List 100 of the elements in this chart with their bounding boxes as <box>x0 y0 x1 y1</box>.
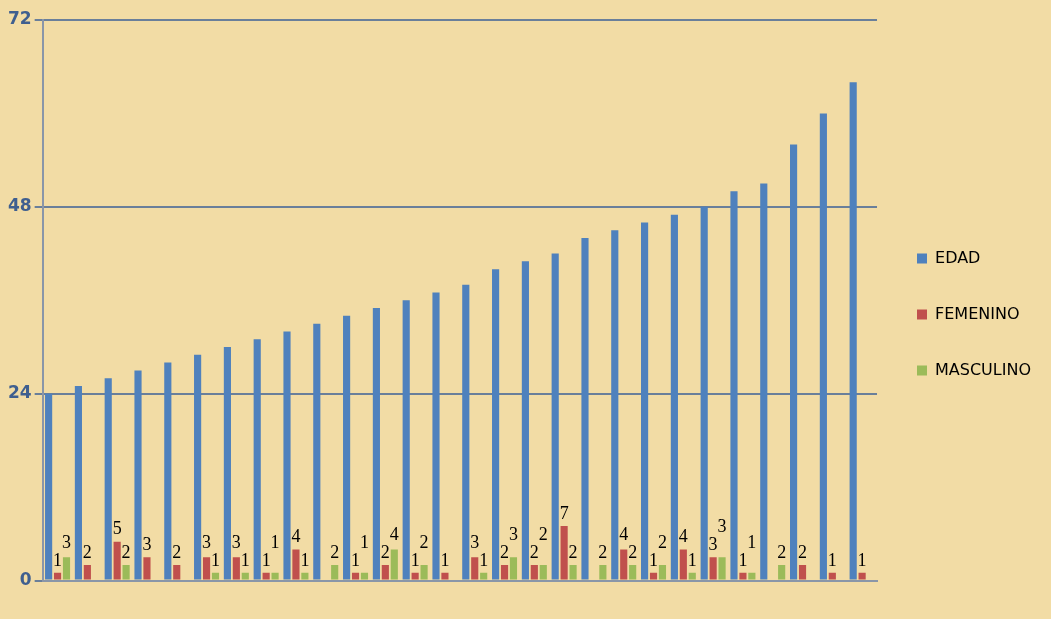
data-label: 3 <box>142 533 152 554</box>
data-label: 1 <box>649 549 659 570</box>
data-label: 2 <box>380 541 390 562</box>
bar <box>441 572 449 580</box>
bar <box>658 565 667 580</box>
bar <box>62 557 71 580</box>
bar <box>709 557 717 580</box>
bar <box>700 206 708 580</box>
bar <box>164 362 172 580</box>
data-label: 1 <box>738 549 748 570</box>
data-label: 2 <box>82 541 92 562</box>
data-label: 1 <box>479 549 489 570</box>
bar <box>492 269 500 580</box>
bar <box>500 565 509 580</box>
data-label: 4 <box>291 526 301 547</box>
bar <box>241 572 249 580</box>
bar <box>471 557 479 580</box>
bar <box>760 183 768 580</box>
data-label: 1 <box>359 531 369 552</box>
bar <box>739 572 747 580</box>
data-label: 1 <box>747 531 757 552</box>
data-label: 5 <box>112 518 122 539</box>
data-label: 2 <box>330 541 340 562</box>
bar <box>283 331 291 580</box>
data-label: 1 <box>300 549 310 570</box>
bar <box>351 572 360 580</box>
data-label: 3 <box>717 515 727 536</box>
bar <box>629 565 637 580</box>
bar <box>301 572 309 580</box>
bar <box>411 572 419 580</box>
bar <box>551 253 559 580</box>
bar <box>402 300 410 580</box>
bar <box>432 292 440 580</box>
data-label: 1 <box>827 549 837 570</box>
bar <box>45 393 53 580</box>
data-label: 2 <box>500 541 510 562</box>
data-label: 2 <box>598 541 608 562</box>
bar <box>581 238 589 580</box>
bar <box>372 308 380 580</box>
bar <box>232 557 240 580</box>
bar <box>122 565 130 580</box>
bar <box>271 572 279 580</box>
data-label: 3 <box>231 531 241 552</box>
data-label: 2 <box>172 541 182 562</box>
bar <box>202 557 211 580</box>
bar <box>539 565 547 580</box>
bar <box>688 572 696 580</box>
data-label: 1 <box>440 549 450 570</box>
bar <box>530 565 538 580</box>
data-label: 4 <box>619 523 629 544</box>
data-label: 1 <box>240 549 250 570</box>
bar <box>104 378 112 580</box>
bar <box>74 385 82 580</box>
bar <box>83 565 91 580</box>
bar <box>849 82 857 580</box>
data-label: 1 <box>410 549 420 570</box>
data-label: 4 <box>678 526 688 547</box>
bar <box>828 572 836 580</box>
bar <box>134 370 142 580</box>
data-label: 1 <box>270 531 280 552</box>
bar <box>53 572 62 580</box>
y-tick-label: 24 <box>7 382 32 403</box>
bar <box>194 354 202 580</box>
data-label: 3 <box>470 531 480 552</box>
bar <box>798 565 807 580</box>
data-label: 2 <box>628 541 638 562</box>
bar <box>748 572 756 580</box>
bar <box>730 191 738 580</box>
data-label: 2 <box>121 541 131 562</box>
bar <box>462 284 470 580</box>
bar <box>390 549 398 580</box>
bar <box>778 565 786 580</box>
data-label: 1 <box>351 549 361 570</box>
data-label: 2 <box>419 531 429 552</box>
bar <box>611 230 619 580</box>
data-label: 1 <box>210 549 220 570</box>
data-label: 2 <box>777 541 787 562</box>
data-label: 3 <box>62 531 71 552</box>
data-label: 3 <box>202 531 212 552</box>
bar <box>381 565 389 580</box>
bar <box>480 572 488 580</box>
bar <box>521 261 529 580</box>
y-tick-label: 0 <box>19 569 32 590</box>
bar <box>331 565 339 580</box>
legend-label: FEMENINO <box>935 303 1020 323</box>
data-label: 2 <box>529 541 539 562</box>
data-label: 3 <box>508 523 518 544</box>
bar <box>223 347 231 580</box>
data-label: 2 <box>798 541 808 562</box>
data-label: 1 <box>53 549 63 570</box>
data-label: 1 <box>687 549 697 570</box>
legend-label: EDAD <box>935 247 981 267</box>
bar <box>143 557 151 580</box>
bar <box>641 222 649 580</box>
bar <box>599 565 607 580</box>
data-label: 1 <box>857 549 867 570</box>
bar <box>819 113 827 580</box>
bar <box>649 572 658 580</box>
data-label: 2 <box>568 541 578 562</box>
data-label: 2 <box>657 531 667 552</box>
